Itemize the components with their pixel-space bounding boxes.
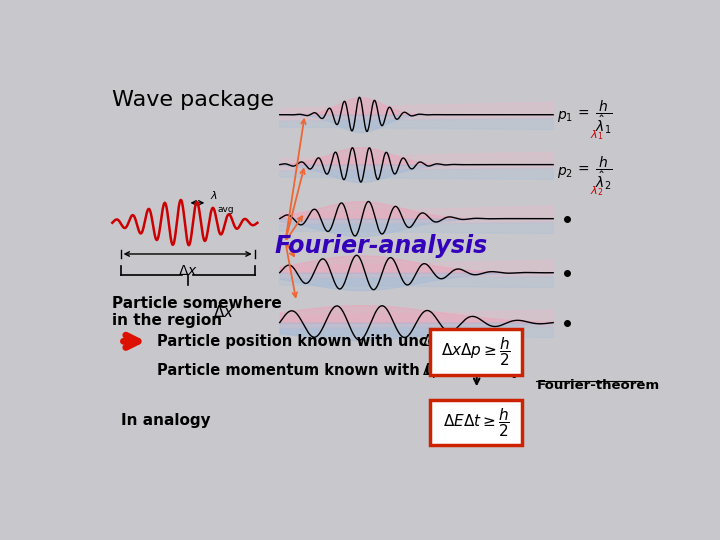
Text: $\Delta E\Delta t \geq \dfrac{h}{2}$: $\Delta E\Delta t \geq \dfrac{h}{2}$ [443,406,510,439]
Polygon shape [280,206,553,225]
Text: $p_1$: $p_1$ [557,109,572,124]
Polygon shape [280,310,553,329]
Polygon shape [280,102,553,121]
Text: Particle somewhere
in the region: Particle somewhere in the region [112,295,282,328]
Text: $= \;\dfrac{h}{\hat\lambda_2}$: $= \;\dfrac{h}{\hat\lambda_2}$ [575,154,613,192]
Polygon shape [280,222,553,234]
Text: $\Delta x$: $\Delta x$ [422,333,444,349]
Text: $\lambda$: $\lambda$ [210,189,218,201]
Polygon shape [280,326,553,338]
Text: Particle position known with uncertainty: Particle position known with uncertainty [157,334,494,349]
Polygon shape [280,118,553,130]
Text: In analogy: In analogy [121,413,210,428]
Text: avg: avg [217,205,234,214]
Polygon shape [280,152,553,171]
Text: $\Delta x$: $\Delta x$ [213,304,234,320]
Text: $\lambda_1$: $\lambda_1$ [590,129,603,142]
FancyBboxPatch shape [431,400,523,446]
Text: $\lambda_2$: $\lambda_2$ [590,185,603,198]
Text: $\Delta x\Delta p \geq \dfrac{h}{2}$: $\Delta x\Delta p \geq \dfrac{h}{2}$ [441,335,511,368]
Text: $p_2$: $p_2$ [557,165,572,180]
Text: $\Delta x$: $\Delta x$ [178,265,197,279]
Polygon shape [280,276,553,288]
Polygon shape [280,168,553,180]
Text: Fourier-theorem: Fourier-theorem [536,379,660,392]
Polygon shape [280,260,553,279]
FancyBboxPatch shape [431,329,523,375]
Text: $\Delta p$: $\Delta p$ [422,361,444,380]
Text: Particle momentum known with uncertainty: Particle momentum known with uncertainty [157,363,521,378]
Text: Wave package: Wave package [112,90,274,110]
Text: Fourier-analysis: Fourier-analysis [274,234,487,258]
Text: $= \;\dfrac{h}{\hat\lambda_1}$: $= \;\dfrac{h}{\hat\lambda_1}$ [575,98,613,136]
